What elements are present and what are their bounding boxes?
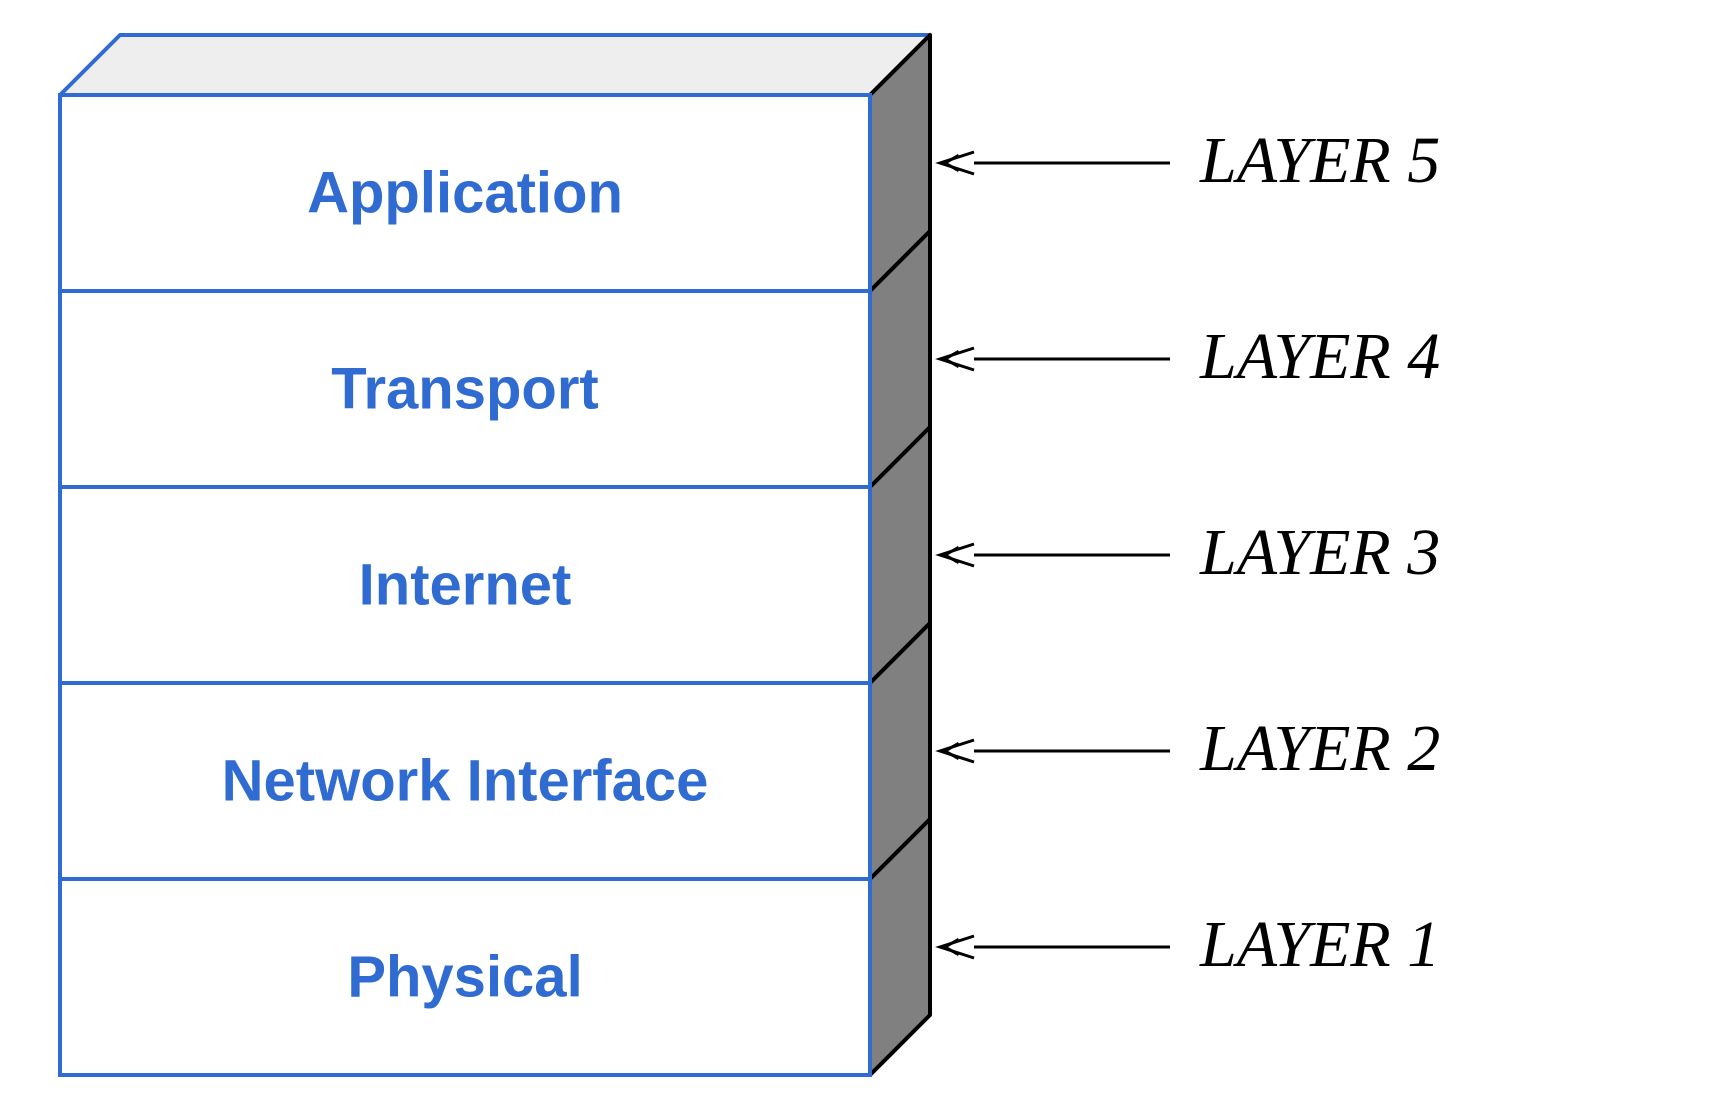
layer-name: Application bbox=[307, 160, 623, 225]
layer-name: Internet bbox=[359, 552, 572, 617]
tcpip-layer-diagram: Application LAYER 5 Transport LAYER 4 Intern… bbox=[0, 0, 1734, 1096]
layer-label: LAYER 5 bbox=[1199, 124, 1440, 197]
pointer-arrowhead-inner bbox=[945, 939, 959, 954]
layer-name: Physical bbox=[347, 944, 582, 1009]
layer-name: Network Interface bbox=[222, 748, 709, 813]
stack-top-face bbox=[60, 35, 930, 95]
pointer-arrowhead-inner bbox=[945, 351, 959, 366]
layer-label: LAYER 2 bbox=[1199, 712, 1440, 785]
layer-label: LAYER 1 bbox=[1199, 908, 1440, 981]
pointer-arrowhead-inner bbox=[945, 155, 959, 170]
stack-side-face bbox=[870, 35, 930, 1075]
layer-name: Transport bbox=[331, 356, 599, 421]
layer-label: LAYER 4 bbox=[1199, 320, 1440, 393]
layer-label: LAYER 3 bbox=[1199, 516, 1440, 589]
pointer-arrowhead-inner bbox=[945, 743, 959, 758]
pointer-arrowhead-inner bbox=[945, 547, 959, 562]
